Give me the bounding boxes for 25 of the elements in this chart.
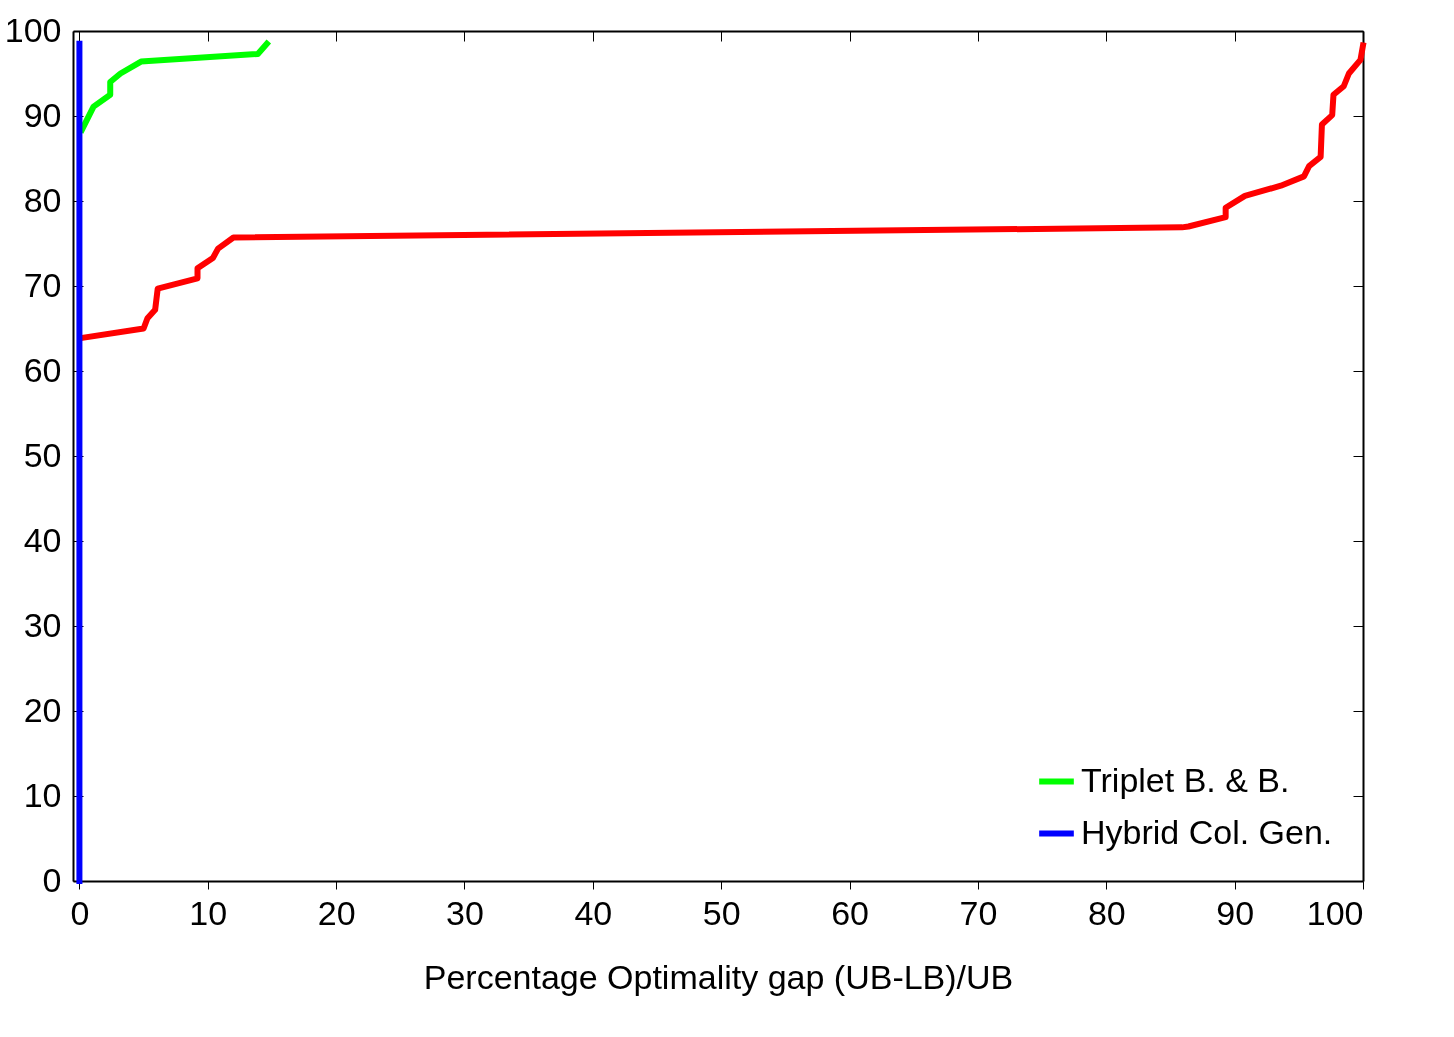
- x-tick-label: 90: [1216, 893, 1255, 932]
- y-tick-label: 90: [23, 95, 62, 134]
- y-tick-label: 50: [23, 435, 62, 474]
- legend-label: Hybrid Col. Gen.: [1081, 812, 1333, 851]
- x-tick-label: 10: [189, 893, 228, 932]
- x-tick-label: 30: [446, 893, 484, 932]
- x-tick-label: 60: [831, 893, 869, 932]
- y-tick-label: 20: [23, 690, 62, 729]
- x-tick-label: 40: [574, 893, 613, 932]
- y-tick-label: 0: [42, 860, 62, 899]
- y-tick-label: 80: [23, 180, 62, 219]
- x-tick-label: 0: [70, 893, 90, 932]
- y-tick-label: 100: [4, 10, 62, 49]
- y-tick-label: 40: [23, 520, 62, 559]
- x-tick-label: 50: [702, 893, 741, 932]
- y-tick-label: 30: [23, 605, 62, 644]
- x-tick-label: 100: [1306, 893, 1364, 932]
- y-tick-label: 60: [23, 350, 62, 389]
- legend-label: Triplet B. & B.: [1081, 760, 1290, 799]
- x-axis-title: Percentage Optimality gap (UB-LB)/UB: [423, 957, 1014, 996]
- x-tick-label: 80: [1087, 893, 1126, 932]
- y-tick-label: 10: [23, 775, 62, 814]
- x-tick-label: 20: [317, 893, 356, 932]
- y-tick-label: 70: [23, 265, 62, 304]
- x-tick-label: 70: [959, 893, 998, 932]
